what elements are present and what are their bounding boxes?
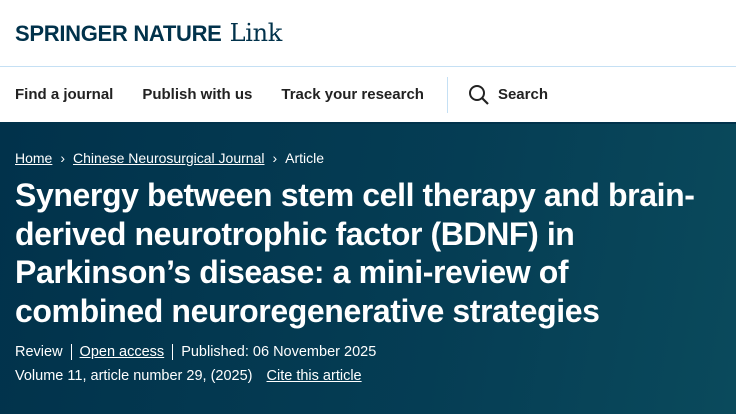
nav-track-research[interactable]: Track your research (281, 86, 424, 103)
breadcrumb-home[interactable]: Home (15, 150, 53, 166)
nav-divider (446, 76, 448, 113)
main-nav: Find a journal Publish with us Track you… (0, 67, 736, 124)
article-title: Synergy between stem cell therapy and br… (15, 177, 695, 329)
published-date: Published: 06 November 2025 (181, 344, 377, 360)
chevron-right-icon: › (60, 150, 66, 166)
cite-article-link[interactable]: Cite this article (266, 368, 362, 384)
citation-info: Volume 11, article number 29, (2025) (15, 368, 253, 384)
springer-nature-link-logo[interactable]: SPRINGER NATURE Link (15, 19, 282, 47)
divider (70, 344, 72, 360)
breadcrumb-current: Article (285, 150, 325, 166)
article-type: Review (15, 344, 63, 360)
chevron-right-icon: › (272, 150, 278, 166)
breadcrumb: Home › Chinese Neurosurgical Journal › Art… (15, 150, 721, 166)
citation-meta: Volume 11, article number 29, (2025) Cit… (15, 368, 721, 384)
open-access-link[interactable]: Open access (79, 344, 165, 360)
brand-suffix: Link (229, 19, 283, 47)
nav-publish[interactable]: Publish with us (142, 86, 253, 103)
search-label: Search (497, 86, 548, 103)
brand-name: SPRINGER NATURE (15, 21, 222, 46)
search-button[interactable]: Search (468, 84, 548, 106)
article-hero: Home › Chinese Neurosurgical Journal › Art… (0, 124, 736, 414)
site-header: SPRINGER NATURE Link (0, 0, 736, 67)
nav-find-journal[interactable]: Find a journal (15, 86, 114, 103)
divider (172, 344, 174, 360)
breadcrumb-journal[interactable]: Chinese Neurosurgical Journal (73, 150, 265, 166)
search-icon (468, 84, 489, 105)
article-meta: Review Open access Published: 06 Novembe… (15, 344, 721, 360)
